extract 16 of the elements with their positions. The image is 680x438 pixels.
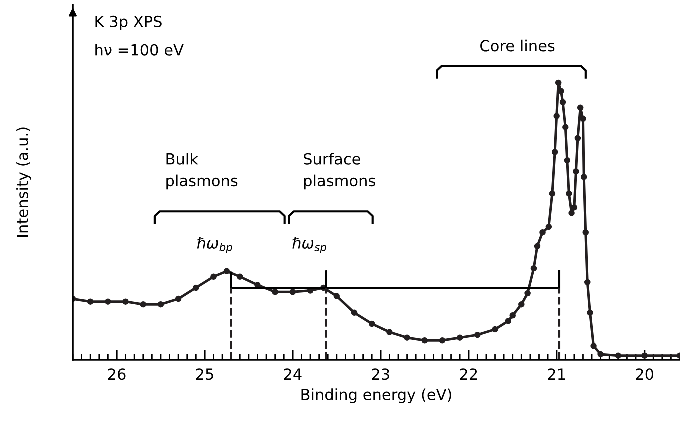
x-tick-label: 21	[548, 368, 566, 380]
y-axis-title: Intensity (a.u.)	[16, 128, 32, 238]
chart-title: K 3p XPS	[96, 16, 162, 30]
x-tick-label: 24	[284, 368, 302, 380]
x-tick-label: 22	[460, 368, 478, 380]
x-tick-label: 26	[108, 368, 126, 380]
annotation: Surface plasmons	[304, 153, 376, 190]
annotation: ℏω$_{bp}$	[197, 237, 232, 254]
x-tick-label: 20	[636, 368, 654, 380]
x-axis-title: Binding energy (eV)	[302, 388, 452, 404]
chart-subtitle: hν =100 eV	[96, 44, 184, 56]
annotation: Bulk plasmons	[166, 153, 238, 190]
x-tick-label: 23	[372, 368, 390, 380]
x-tick-label: 25	[196, 368, 214, 380]
text: Core lines	[480, 40, 555, 52]
annotation: ℏω$_{sp}$	[292, 237, 326, 254]
